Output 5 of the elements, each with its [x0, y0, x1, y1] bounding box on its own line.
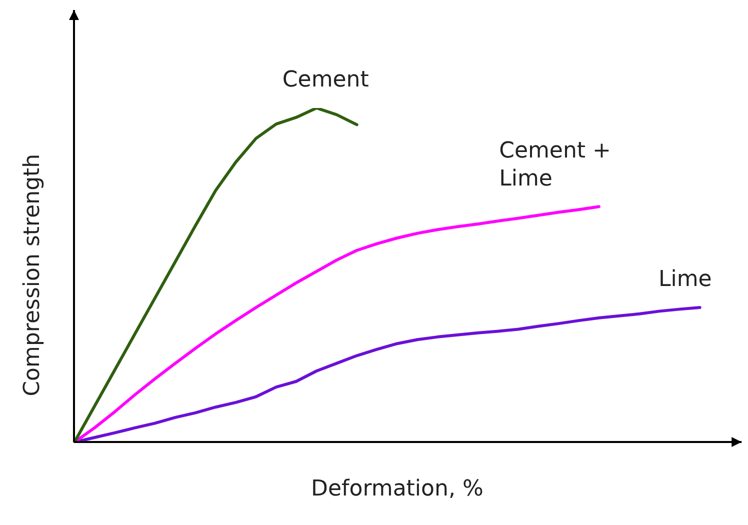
series-label: Cement: [282, 68, 370, 93]
series-label: Cement + Lime: [499, 138, 611, 192]
x-axis-title: Deformation, %: [311, 476, 484, 502]
series-label: Lime: [658, 267, 712, 292]
y-axis-title: Compression strength: [20, 154, 45, 396]
